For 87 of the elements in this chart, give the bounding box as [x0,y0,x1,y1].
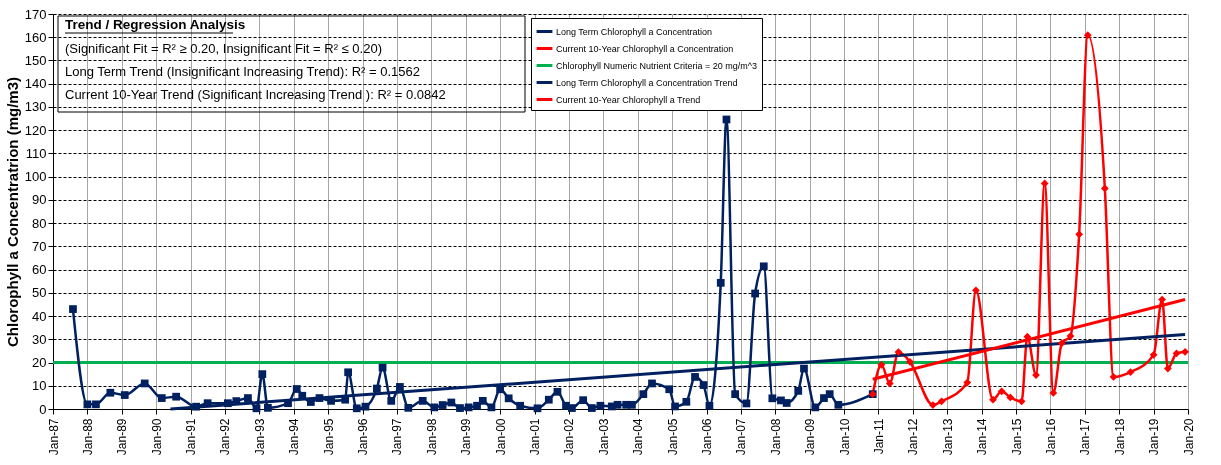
y-tick-label: 50 [32,285,47,301]
x-tick-label: Jan-09 [803,418,818,456]
y-tick-label: 160 [24,29,47,45]
x-tick-label: Jan-10 [837,418,852,456]
y-tick-label: 30 [32,331,47,347]
x-tick-label: Jan-94 [287,418,302,456]
point [885,379,894,388]
x-tick-label: Jan-06 [700,418,715,456]
point [877,360,886,369]
point [929,401,937,409]
annotation: Current 10-Year Trend (Significant Increasing Trend ): R² = 0.0842 [65,87,446,102]
y-tick-label: 140 [24,76,47,92]
y-tick-label: 150 [24,52,47,68]
point [1083,31,1092,40]
legend-label: Current 10-Year Chlorophyll a Trend [556,94,701,105]
point [1049,389,1058,397]
y-tick-label: 80 [32,215,47,231]
x-tick-label: Jan-17 [1078,418,1093,456]
legend-label: Long Term Chlorophyll a Concentration [556,26,712,37]
point [1181,347,1189,356]
y-tick-label: 120 [24,122,47,138]
x-tick-label: Jan-89 [115,418,130,456]
x-tick-label: Jan-19 [1147,418,1162,456]
y-tick-label: 170 [24,6,47,22]
x-tick-label: Jan-05 [665,418,680,456]
x-tick-label: Jan-95 [321,418,336,456]
legend-label: Chlorophyll Numeric Nutrient Criteria = 20 mg/m^3 [556,60,758,71]
point [1158,295,1166,304]
x-tick-label: Jan-96 [356,418,371,456]
point [1126,368,1135,376]
y-tick-label: 40 [32,308,47,324]
y-axis-title: Chlorophyll a Concentratrion (mg/m3) [3,76,21,348]
point [1057,339,1066,348]
x-tick-label: Jan-07 [734,418,749,456]
point [906,357,914,366]
legend-label: Long Term Chlorophyll a Concentration Trend [556,77,738,88]
point [1149,350,1158,359]
x-tick-label: Jan-12 [906,418,921,456]
point [1163,364,1172,373]
y-tick-label: 60 [32,262,47,278]
y-tick-label: 100 [24,169,47,185]
x-tick-label: Jan-90 [149,418,164,456]
x-tick-label: Jan-98 [424,418,439,456]
x-tick-label: Jan-18 [1112,418,1127,456]
x-tick-label: Jan-04 [631,418,646,456]
x-tick-label: Jan-92 [218,418,233,456]
x-tick-label: Jan-00 [493,418,508,456]
annotation: Trend / Regression Analysis [65,17,246,32]
annotation: Long Term Trend (Insignificant Increasing Trend): R² = 0.1562 [65,64,420,79]
x-tick-label: Jan-88 [80,418,95,456]
x-tick-label: Jan-16 [1043,418,1058,456]
y-tick-label: 70 [32,238,47,254]
point [894,348,903,356]
y-tick-label: 90 [32,192,47,208]
x-tick-label: Jan-91 [184,418,199,456]
annotation: (Significant Fit = R² ≥ 0.20, Insignificant Fit = R² ≤ 0.20) [65,41,383,56]
y-tick-label: 10 [32,378,47,394]
y-tick-label: 130 [24,99,47,115]
x-tick-label: Jan-14 [975,418,990,456]
x-tick-label: Jan-93 [252,418,267,456]
x-tick-label: Jan-13 [940,418,955,456]
x-tick-label: Jan-15 [1009,418,1024,456]
y-tick-label: 0 [39,401,47,417]
point [1006,393,1015,402]
point [1109,373,1118,381]
point [1017,397,1026,406]
point [1040,179,1049,188]
x-tick-label: Jan-03 [596,418,611,456]
x-tick-label: Jan-08 [768,418,783,456]
point [989,395,997,404]
y-tick-label: 110 [25,145,47,161]
x-tick-label: Jan-11 [871,418,886,455]
point [972,286,980,295]
point [1100,184,1109,193]
point [963,378,972,387]
point [1066,332,1075,340]
x-tick-label: Jan-97 [390,418,405,456]
x-tick-label: Jan-01 [528,418,543,456]
point [997,387,1006,396]
x-tick-label: Jan-20 [1181,418,1196,456]
x-tick-label: Jan-99 [459,418,474,456]
legend-label: Current 10-Year Chlorophyll a Concentration [556,43,734,54]
y-tick-label: 20 [32,355,47,371]
point [1075,230,1084,239]
point [937,397,946,406]
x-tick-label: Jan-02 [562,418,577,456]
x-tick-label: Jan-87 [46,418,61,456]
